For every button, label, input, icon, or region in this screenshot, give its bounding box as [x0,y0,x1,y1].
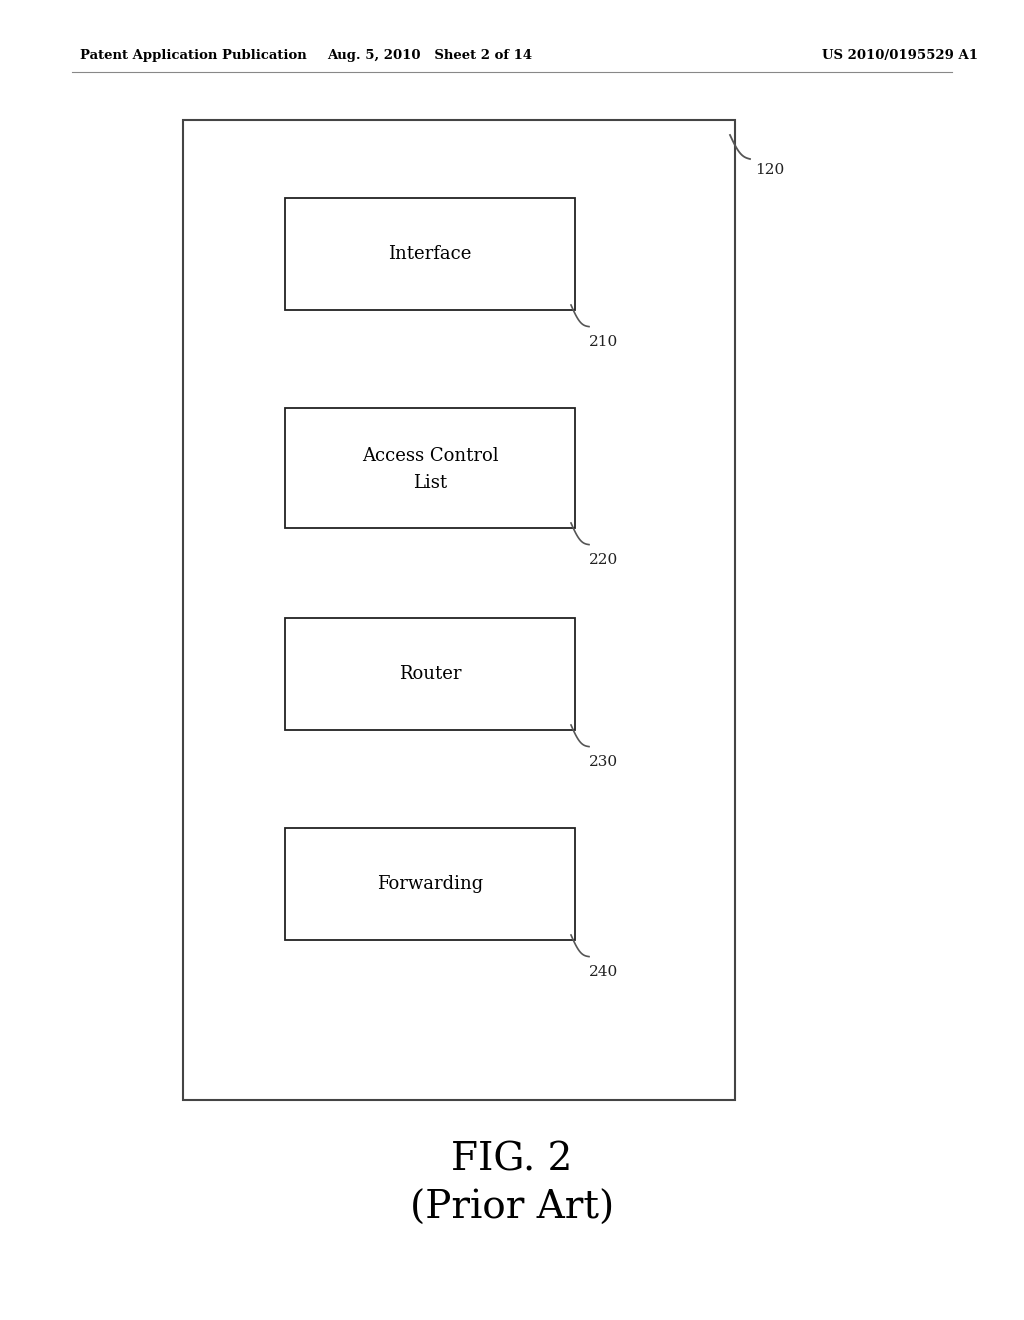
Text: US 2010/0195529 A1: US 2010/0195529 A1 [822,49,978,62]
Text: Forwarding: Forwarding [377,875,483,894]
Text: (Prior Art): (Prior Art) [410,1189,614,1226]
FancyBboxPatch shape [285,618,575,730]
FancyBboxPatch shape [285,198,575,310]
Text: List: List [413,474,447,492]
Text: 120: 120 [755,162,784,177]
FancyBboxPatch shape [285,828,575,940]
Text: Router: Router [398,665,461,682]
FancyBboxPatch shape [183,120,735,1100]
Text: 230: 230 [589,755,618,770]
Text: Access Control: Access Control [361,447,499,465]
Text: 240: 240 [589,965,618,979]
Text: Interface: Interface [388,246,472,263]
Text: FIG. 2: FIG. 2 [452,1142,572,1179]
Text: Patent Application Publication: Patent Application Publication [80,49,307,62]
Text: 220: 220 [589,553,618,568]
Text: 210: 210 [589,335,618,348]
Text: Aug. 5, 2010   Sheet 2 of 14: Aug. 5, 2010 Sheet 2 of 14 [328,49,532,62]
FancyBboxPatch shape [285,408,575,528]
